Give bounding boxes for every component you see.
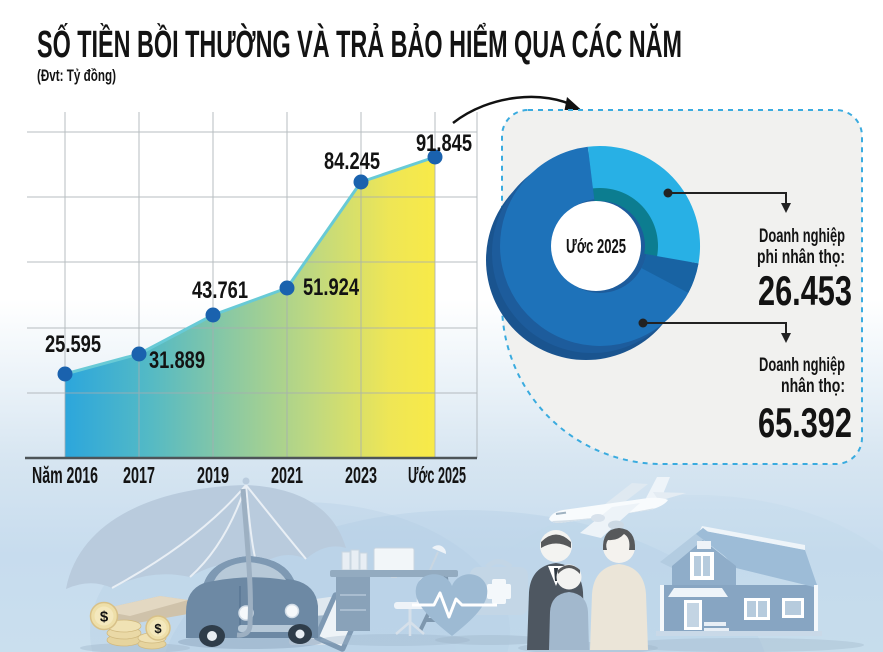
data-point-label: 51.924 <box>303 274 359 301</box>
insurance-illustration: $ $ <box>66 477 864 652</box>
donut-chart: Ước 2025 <box>486 145 701 360</box>
data-point-label: 43.761 <box>192 277 248 304</box>
house-icon <box>620 526 864 652</box>
dollar-symbol: $ <box>100 609 109 626</box>
data-point-marker <box>57 366 73 382</box>
data-point-label: 84.245 <box>324 148 380 175</box>
family-icon <box>518 528 658 652</box>
data-point-label: 91.845 <box>416 130 472 157</box>
donut-hole <box>551 201 641 291</box>
annotation-non-life-label-line2: phi nhân thọ: <box>757 247 845 268</box>
gridlines <box>27 112 478 458</box>
leader-lines <box>638 188 791 343</box>
data-point-marker <box>353 174 369 190</box>
arrowhead-icon <box>781 333 791 343</box>
data-point-label: 31.889 <box>149 347 205 374</box>
airplane-icon <box>549 477 686 538</box>
x-axis-label: 2017 <box>123 462 155 488</box>
data-point-marker <box>131 346 147 362</box>
child-figure <box>549 564 589 650</box>
dollar-symbol: $ <box>154 621 162 636</box>
x-axis-label: 2021 <box>271 462 303 488</box>
line-chart: 25.595 31.889 43.761 51.924 84.245 91.84… <box>25 112 478 488</box>
data-point-marker <box>427 149 443 165</box>
area-series <box>65 157 435 457</box>
annotation-non-life-value: 26.453 <box>758 267 852 314</box>
umbrella-pole <box>236 488 253 638</box>
page-title: SỐ TIỀN BỒI THƯỜNG VÀ TRẢ BẢO HIỂM QUA C… <box>37 21 682 66</box>
first-aid-kit-icon <box>435 559 545 645</box>
donut-segment-non-life <box>587 145 701 264</box>
unit-note: (Đvt: Tỷ đồng) <box>37 66 116 85</box>
annotation-life-label-line1: Doanh nghiệp <box>759 355 845 376</box>
data-point-markers <box>57 149 443 382</box>
trend-line <box>64 155 436 376</box>
coin-stack-icon: $ $ <box>80 596 190 652</box>
data-point-label: 25.595 <box>45 331 101 358</box>
x-axis-label: Năm 2016 <box>32 462 98 488</box>
x-axis-label: 2023 <box>345 462 377 488</box>
donut-segment-life <box>500 146 699 346</box>
donut-inner-wall <box>592 186 659 257</box>
car-icon <box>178 556 322 649</box>
x-axis-label: 2019 <box>197 462 229 488</box>
mother-figure <box>590 528 648 650</box>
x-axis-label: Ước 2025 <box>408 462 466 488</box>
donut-center-label: Ước 2025 <box>566 236 626 258</box>
desk-icon <box>320 545 470 646</box>
leader-line-non-life <box>668 192 787 206</box>
data-point-marker <box>279 280 295 296</box>
umbrella-icon <box>66 477 346 589</box>
donut-segment-shadow <box>641 254 699 293</box>
leader-line-life <box>643 322 787 336</box>
annotation-non-life-label-line1: Doanh nghiệp <box>759 226 845 247</box>
annotation-life-label-line2: nhân thọ: <box>781 376 845 397</box>
arrowhead-icon <box>781 203 791 213</box>
data-point-marker <box>205 307 221 323</box>
annotation-life-value: 65.392 <box>758 399 852 446</box>
heart-ekg-icon <box>412 574 497 636</box>
